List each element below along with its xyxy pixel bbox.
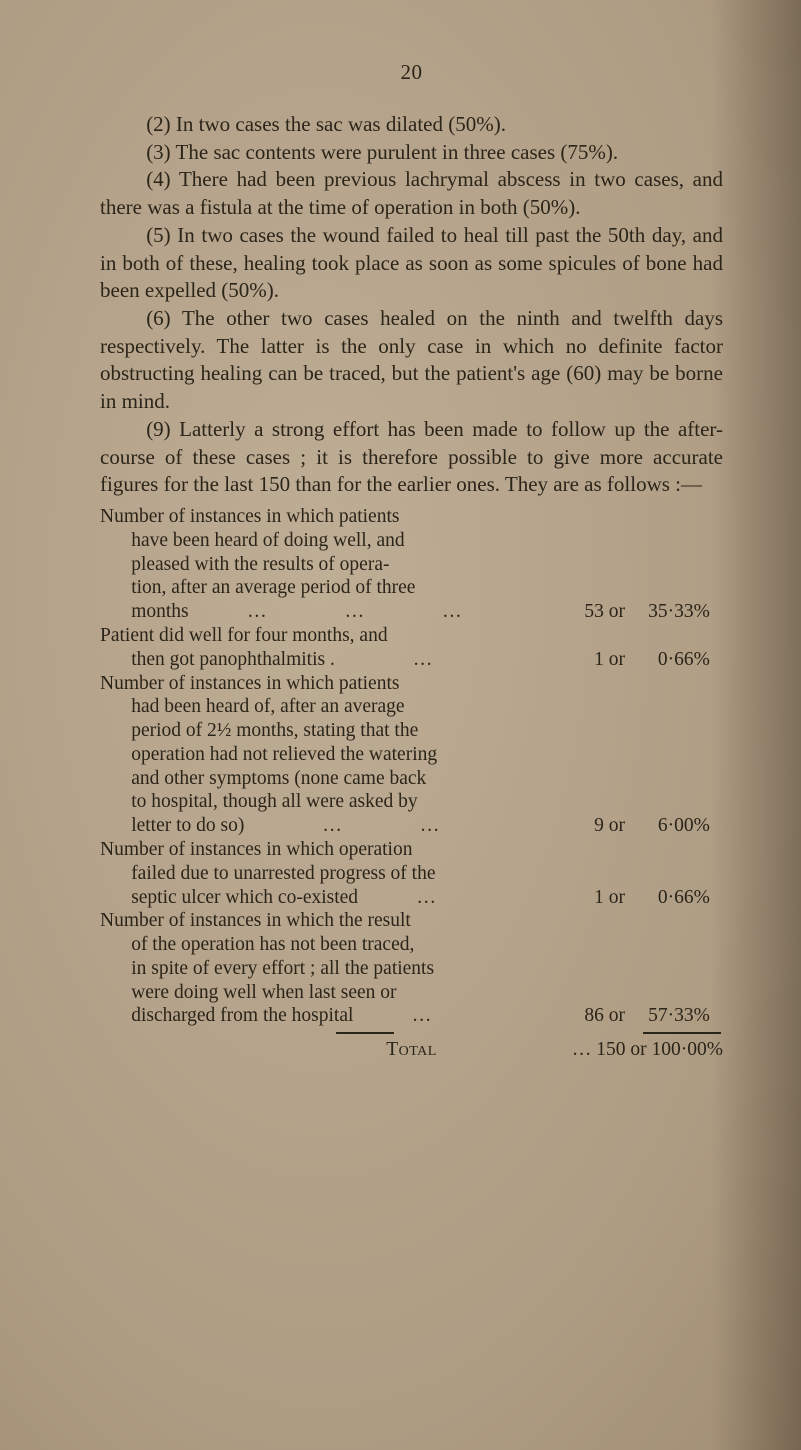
total-label: Total: [100, 1038, 543, 1062]
scanned-page: 20 (2) In two cases the sac was dilated …: [0, 0, 801, 1450]
para-4: (4) There had been previous lachrymal ab…: [100, 166, 723, 221]
row-label: Patient did well for four months, and th…: [100, 624, 563, 672]
para-2: (2) In two cases the sac was dilated (50…: [100, 111, 723, 139]
total-value: … 150 or 100·00%: [543, 1038, 723, 1062]
table-row: Number of instances in which patients ha…: [100, 505, 723, 624]
row-label: Number of instances in which operation f…: [100, 838, 563, 909]
rule-group: [100, 1032, 723, 1034]
total-row: Total … 150 or 100·00%: [100, 1038, 723, 1062]
row-label: Number of instances in which the result …: [100, 909, 563, 1028]
row-value: 86 or 57·33%: [563, 1004, 723, 1028]
page-shadow: [711, 0, 801, 1450]
table-row: Number of instances in which the result …: [100, 909, 723, 1028]
para-6: (6) The other two cases healed on the ni…: [100, 305, 723, 416]
body-text: (2) In two cases the sac was dilated (50…: [100, 111, 723, 499]
row-value: 1 or 0·66%: [563, 886, 723, 910]
table-row: Patient did well for four months, and th…: [100, 624, 723, 672]
row-value: 53 or 35·33%: [563, 600, 723, 624]
para-3: (3) The sac contents were purulent in th…: [100, 139, 723, 167]
rule-line: [643, 1032, 721, 1034]
row-label: Number of instances in which patients ha…: [100, 505, 563, 624]
para-5: (5) In two cases the wound failed to hea…: [100, 222, 723, 305]
row-label: Number of instances in which patients ha…: [100, 672, 563, 838]
rule-line: [336, 1032, 394, 1034]
results-table: Number of instances in which patients ha…: [100, 505, 723, 1062]
row-value: 9 or 6·00%: [563, 814, 723, 838]
para-9: (9) Latterly a strong effort has been ma…: [100, 416, 723, 499]
page-number: 20: [100, 60, 723, 85]
table-row: Number of instances in which operation f…: [100, 838, 723, 909]
table-row: Number of instances in which patients ha…: [100, 672, 723, 838]
row-value: 1 or 0·66%: [563, 648, 723, 672]
